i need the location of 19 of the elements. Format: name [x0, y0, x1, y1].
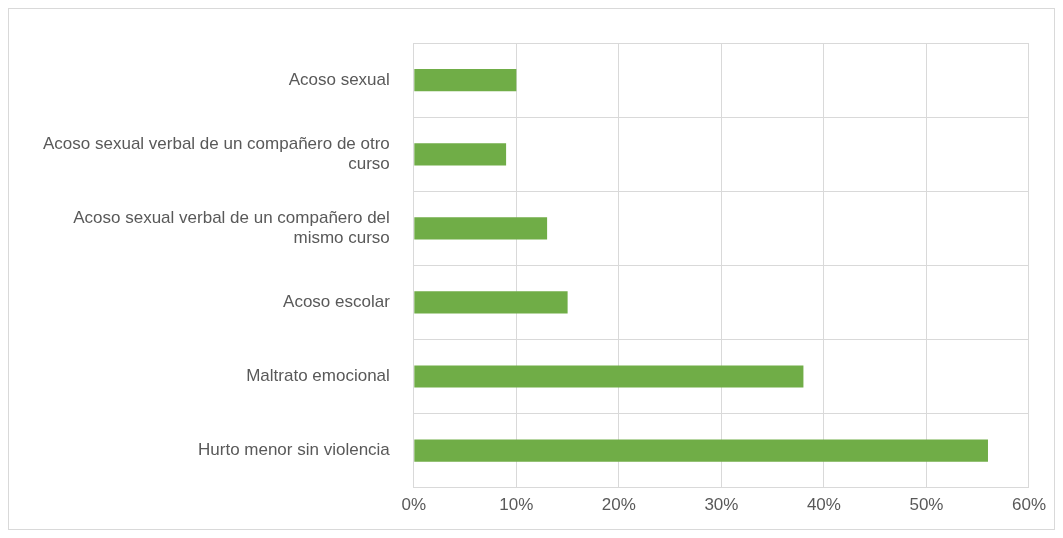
bar [414, 365, 804, 388]
y-tick-label: Hurto menor sin violencia [198, 440, 391, 460]
y-tick-label: Acoso sexual [288, 69, 390, 89]
bar [414, 217, 548, 240]
x-tick-label: 30% [704, 495, 739, 515]
bar [414, 439, 988, 462]
bar [414, 143, 507, 166]
x-tick-label: 10% [499, 495, 534, 515]
x-tick-label: 40% [806, 495, 841, 515]
x-tick-label: 60% [1011, 495, 1046, 515]
y-tick-label: Acoso sexual verbal de un compañero del mismo curso [73, 207, 390, 248]
bar [414, 291, 568, 314]
bar [414, 69, 517, 92]
x-tick-label: 50% [909, 495, 944, 515]
x-tick-label: 0% [401, 495, 427, 515]
y-tick-label: Maltrato emocional [246, 366, 390, 386]
x-tick-label: 20% [601, 495, 636, 515]
y-tick-label: Acoso sexual verbal de un compañero de otro curso [43, 133, 390, 174]
y-tick-label: Acoso escolar [283, 292, 391, 312]
